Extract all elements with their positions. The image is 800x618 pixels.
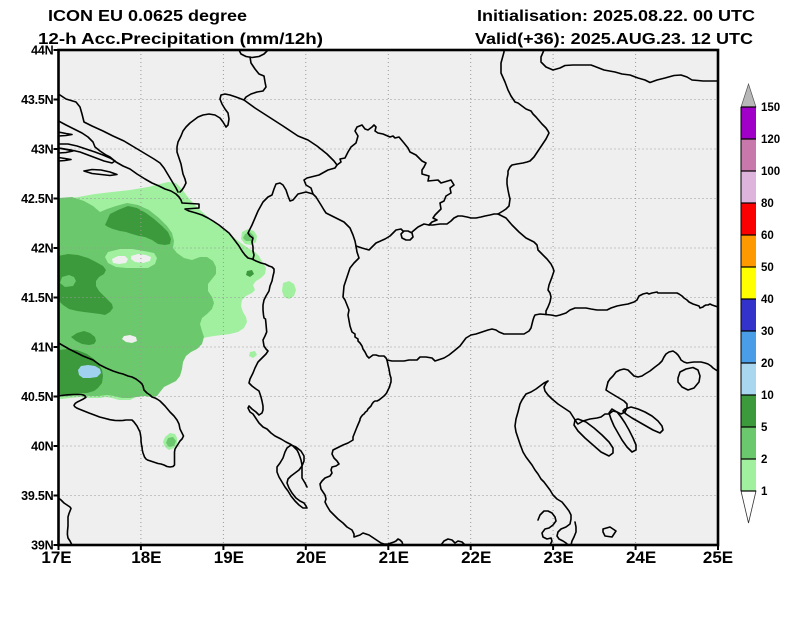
svg-text:12-h Acc.Precipitation (mm/12h: 12-h Acc.Precipitation (mm/12h) <box>38 31 323 48</box>
svg-text:20: 20 <box>761 358 774 370</box>
svg-text:30: 30 <box>761 326 774 338</box>
svg-text:21E: 21E <box>379 548 409 567</box>
svg-text:39N: 39N <box>31 539 54 553</box>
svg-text:43N: 43N <box>31 143 54 157</box>
svg-text:20E: 20E <box>296 548 326 567</box>
svg-text:17E: 17E <box>41 548 71 567</box>
svg-text:40: 40 <box>761 294 774 306</box>
svg-text:ICON EU 0.0625 degree: ICON EU 0.0625 degree <box>48 8 247 25</box>
svg-text:5: 5 <box>761 422 768 434</box>
svg-text:18E: 18E <box>131 548 161 567</box>
svg-text:10: 10 <box>761 390 774 402</box>
svg-text:100: 100 <box>761 166 780 178</box>
svg-text:41.5N: 41.5N <box>21 291 54 305</box>
svg-text:40.5N: 40.5N <box>21 390 54 404</box>
svg-text:120: 120 <box>761 134 780 146</box>
svg-text:24E: 24E <box>626 548 656 567</box>
svg-text:60: 60 <box>761 230 774 242</box>
svg-text:Valid(+36): 2025.AUG.23. 12 UT: Valid(+36): 2025.AUG.23. 12 UTC <box>475 31 753 48</box>
svg-text:44N: 44N <box>31 44 54 58</box>
svg-text:Initialisation: 2025.08.22. 00: Initialisation: 2025.08.22. 00 UTC <box>477 8 755 25</box>
svg-text:42.5N: 42.5N <box>21 192 54 206</box>
svg-text:25E: 25E <box>703 548 733 567</box>
svg-text:80: 80 <box>761 198 774 210</box>
svg-text:40N: 40N <box>31 440 54 454</box>
svg-text:1: 1 <box>761 486 768 498</box>
svg-text:43.5N: 43.5N <box>21 93 54 107</box>
svg-text:41N: 41N <box>31 341 54 355</box>
svg-text:150: 150 <box>761 102 780 114</box>
svg-text:22E: 22E <box>461 548 491 567</box>
svg-text:39.5N: 39.5N <box>21 489 54 503</box>
svg-text:42N: 42N <box>31 242 54 256</box>
svg-text:50: 50 <box>761 262 774 274</box>
svg-text:2: 2 <box>761 454 767 466</box>
svg-text:19E: 19E <box>214 548 244 567</box>
svg-text:23E: 23E <box>543 548 573 567</box>
